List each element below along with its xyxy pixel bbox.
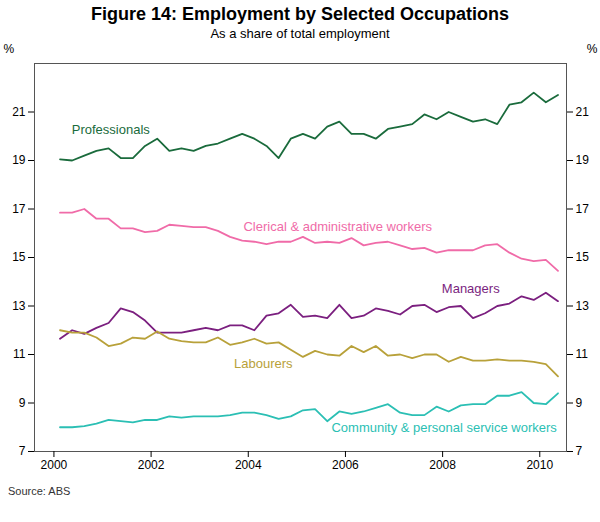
svg-text:15: 15 [12,250,26,264]
svg-text:Managers: Managers [442,281,500,296]
svg-text:2000: 2000 [41,458,68,472]
svg-text:9: 9 [576,396,583,410]
svg-text:11: 11 [576,347,589,361]
svg-text:13: 13 [12,299,26,313]
svg-text:17: 17 [576,202,590,216]
svg-text:17: 17 [12,202,26,216]
svg-text:21: 21 [576,105,590,119]
svg-text:Clerical & administrative work: Clerical & administrative workers [243,219,432,234]
svg-text:19: 19 [576,153,590,167]
svg-text:9: 9 [19,396,26,410]
svg-text:Labourers: Labourers [234,356,293,371]
html-text:Figure 14: Employment by Selec: Figure 14: Employment by Selected Occupa… [90,4,509,24]
svg-text:2006: 2006 [332,458,359,472]
html-text:As a share of total employment: As a share of total employment [210,26,390,41]
svg-text:Community & personal service w: Community & personal service workers [331,420,557,435]
svg-text:%: % [587,42,598,56]
svg-text:2002: 2002 [138,458,165,472]
svg-text:2008: 2008 [429,458,456,472]
svg-text:15: 15 [576,250,590,264]
svg-text:%: % [4,42,15,56]
svg-text:11: 11 [13,347,26,361]
svg-text:7: 7 [576,444,583,458]
svg-text:2010: 2010 [526,458,553,472]
svg-text:13: 13 [576,299,590,313]
svg-text:7: 7 [19,444,26,458]
html-text:Source: ABS: Source: ABS [8,485,71,497]
svg-text:2004: 2004 [235,458,262,472]
svg-text:21: 21 [12,105,26,119]
svg-text:Professionals: Professionals [72,122,151,137]
svg-text:19: 19 [12,153,26,167]
